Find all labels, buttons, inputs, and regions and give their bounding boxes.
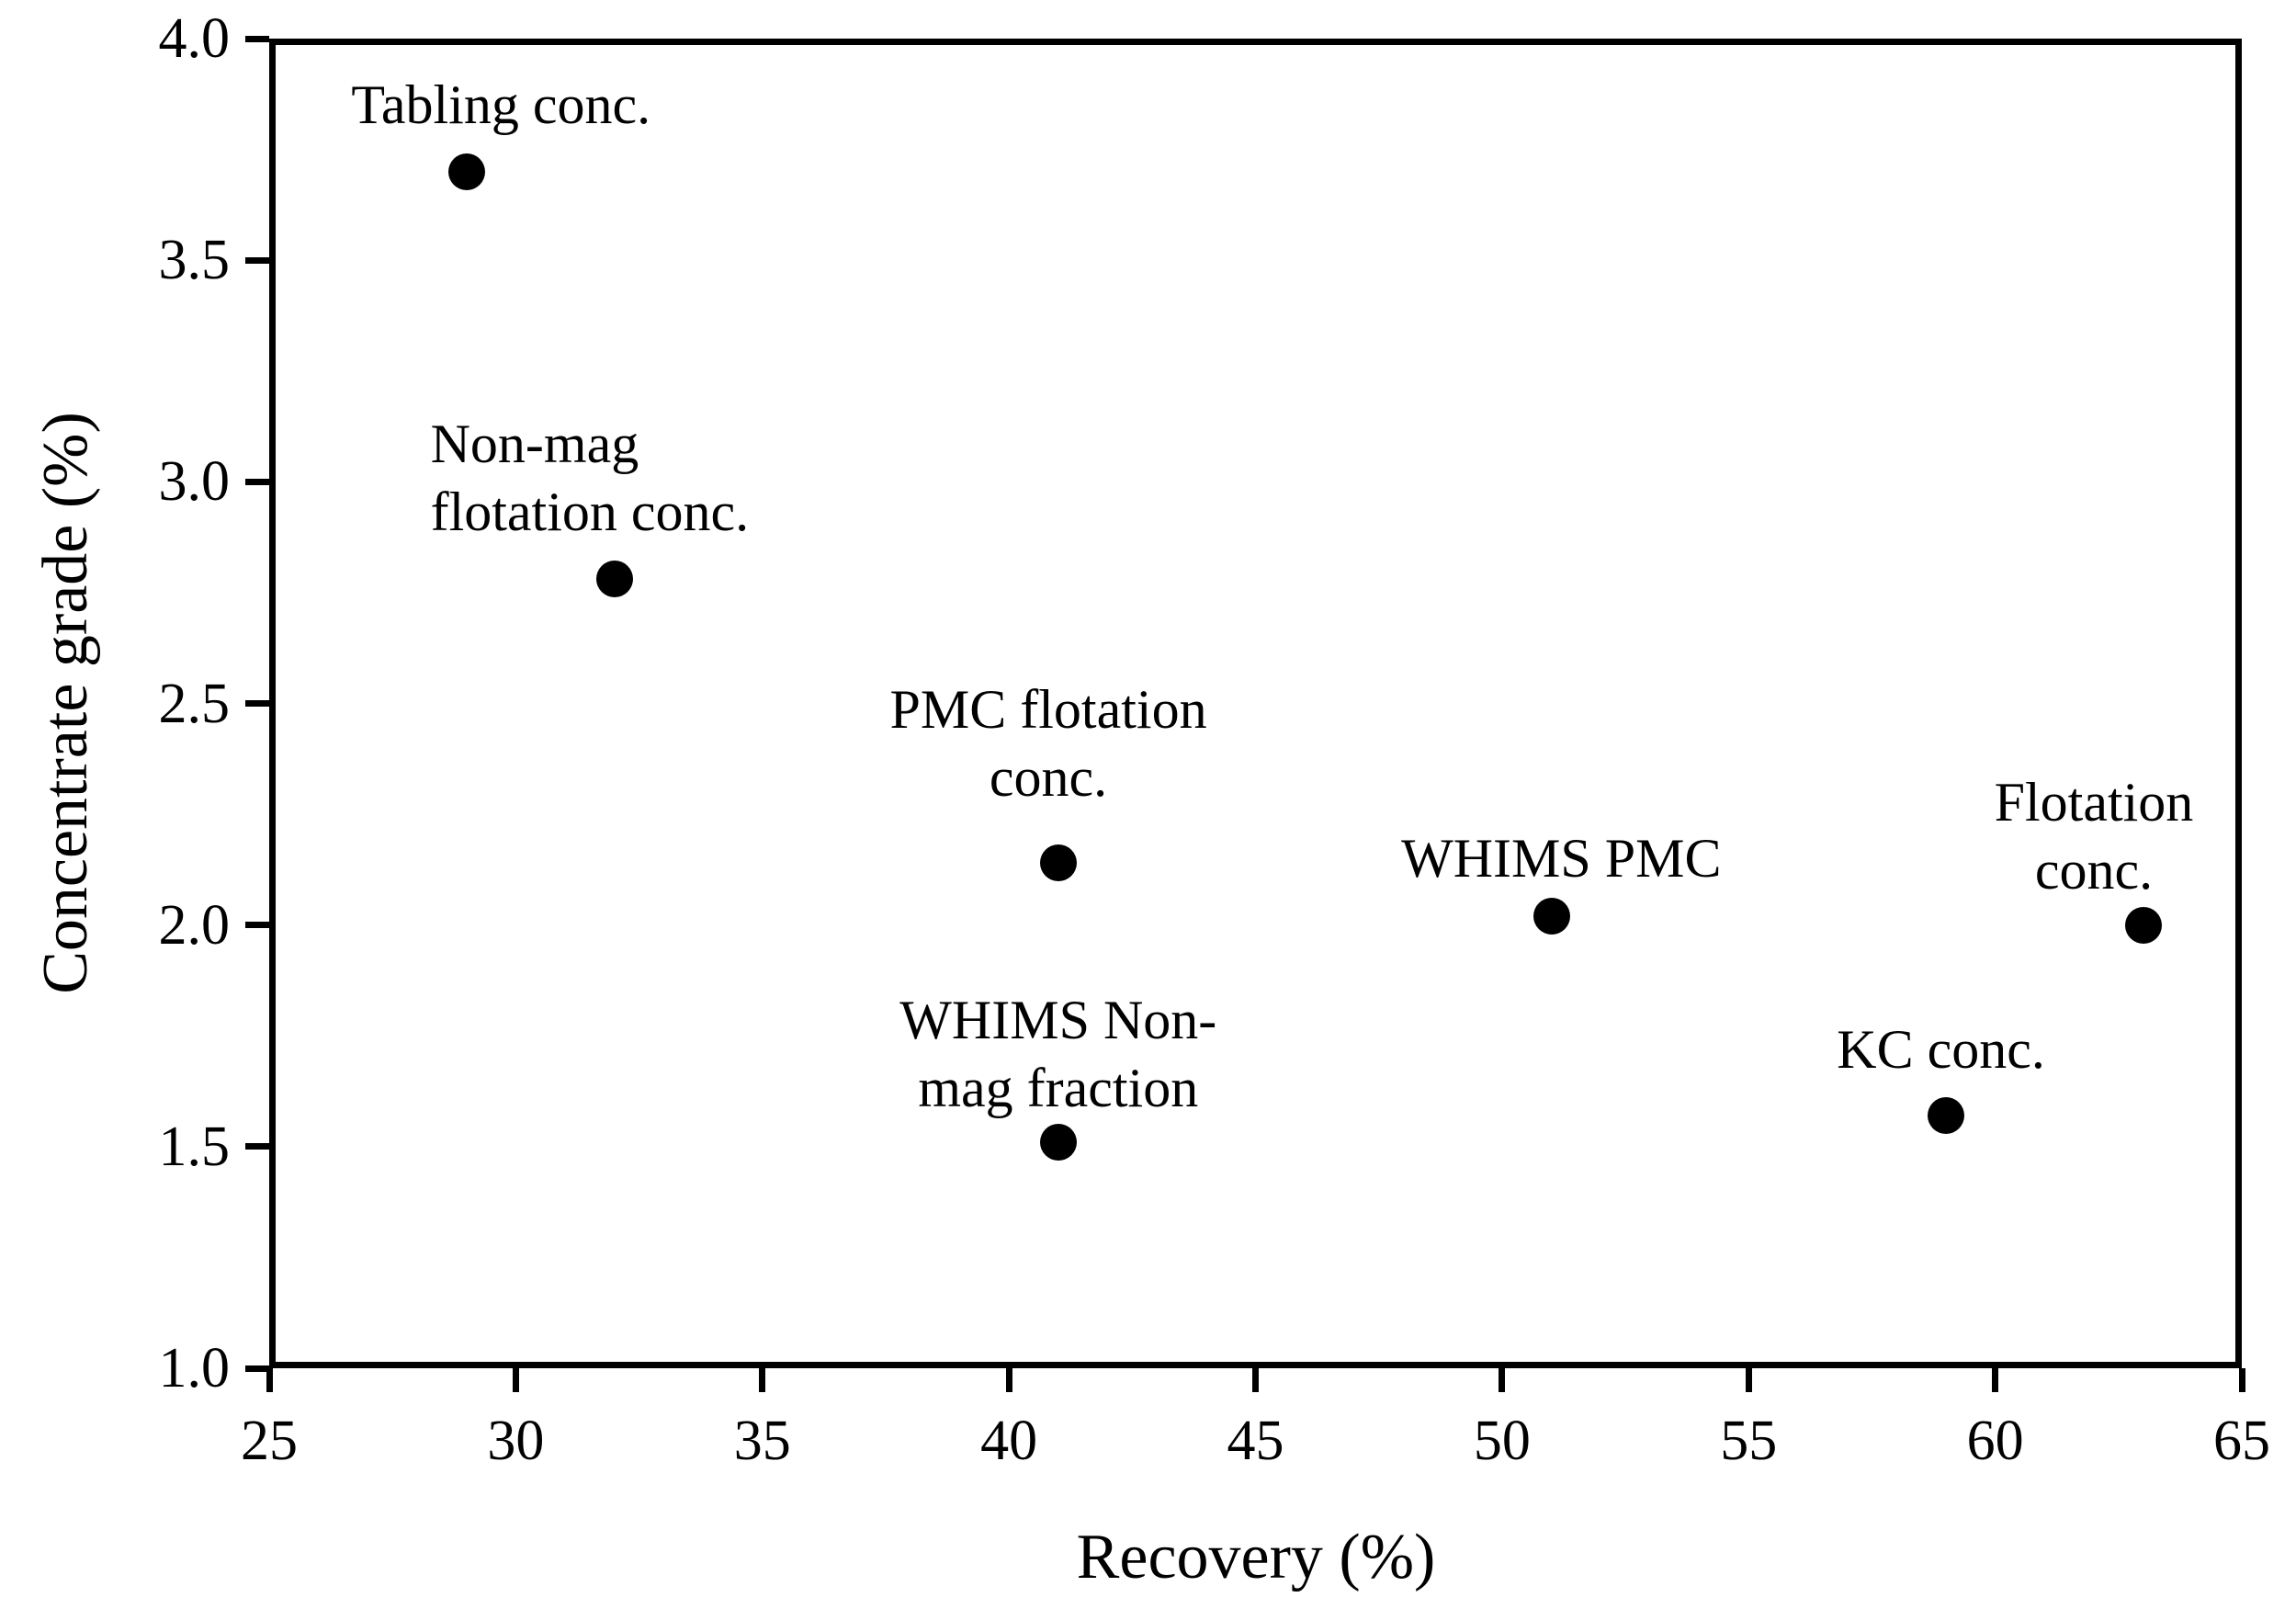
x-tick-mark <box>266 1368 273 1392</box>
x-tick-mark <box>1252 1368 1259 1392</box>
y-tick-label: 3.0 <box>158 450 231 514</box>
point-label-line: flotation conc. <box>430 481 750 542</box>
x-tick-label: 35 <box>733 1410 791 1472</box>
x-tick-label: 55 <box>1720 1410 1778 1472</box>
y-tick-mark <box>245 1143 269 1150</box>
y-tick-mark <box>245 478 269 485</box>
x-tick-label: 40 <box>980 1410 1038 1472</box>
point-label: WHIMS Non-mag fraction <box>899 986 1216 1122</box>
point-label-line: mag fraction <box>918 1057 1199 1118</box>
point-label-line: Flotation <box>1994 772 2194 833</box>
data-point <box>1927 1097 1964 1135</box>
data-point <box>447 153 485 190</box>
point-label-line: WHIMS PMC <box>1401 828 1722 889</box>
data-point <box>1533 898 1570 935</box>
x-tick-mark <box>1005 1368 1012 1392</box>
x-tick-label: 25 <box>241 1410 298 1472</box>
y-tick-label: 3.5 <box>158 229 231 292</box>
point-label-line: PMC flotation <box>889 678 1207 740</box>
data-point <box>1039 844 1077 882</box>
y-tick-label: 1.5 <box>158 1115 231 1178</box>
x-tick-label: 45 <box>1227 1410 1284 1472</box>
data-point <box>595 561 633 598</box>
point-label-line: KC conc. <box>1837 1018 2045 1080</box>
point-label-line: conc. <box>989 746 1108 808</box>
y-tick-label: 4.0 <box>158 7 231 70</box>
x-tick-mark <box>1745 1368 1752 1392</box>
x-tick-mark <box>1992 1368 1999 1392</box>
plot-area <box>269 39 2242 1368</box>
x-tick-label: 50 <box>1473 1410 1531 1472</box>
y-tick-label: 1.0 <box>158 1337 231 1399</box>
x-tick-label: 60 <box>1966 1410 2024 1472</box>
point-label: PMC flotation conc. <box>890 675 1207 811</box>
y-tick-label: 2.5 <box>158 672 231 735</box>
x-axis-title: Recovery (%) <box>1076 1522 1436 1592</box>
point-label: Non-mag flotation conc. <box>431 410 750 546</box>
y-tick-mark <box>245 922 269 929</box>
point-label: KC conc. <box>1837 1015 2045 1083</box>
y-tick-mark <box>245 1365 269 1372</box>
y-axis-title: Concentrate grade (%) <box>30 412 101 994</box>
point-label: Flotation conc. <box>1995 768 2194 904</box>
x-tick-mark <box>1499 1368 1506 1392</box>
x-tick-label: 30 <box>487 1410 545 1472</box>
y-tick-mark <box>245 256 269 264</box>
x-tick-mark <box>759 1368 766 1392</box>
data-point <box>2124 906 2162 944</box>
point-label-line: Tabling conc. <box>351 74 651 136</box>
y-tick-mark <box>245 35 269 42</box>
point-label: Tabling conc. <box>351 71 650 139</box>
x-tick-mark <box>512 1368 519 1392</box>
x-tick-label: 65 <box>2213 1410 2270 1472</box>
point-label: WHIMS PMC <box>1401 824 1721 892</box>
point-label-line: WHIMS Non- <box>899 989 1217 1050</box>
y-tick-label: 2.0 <box>158 893 231 957</box>
x-tick-mark <box>2238 1368 2245 1392</box>
y-tick-mark <box>245 700 269 707</box>
data-point <box>1039 1124 1077 1161</box>
point-label-line: Non-mag <box>430 413 639 474</box>
point-label-line: conc. <box>2034 840 2154 901</box>
